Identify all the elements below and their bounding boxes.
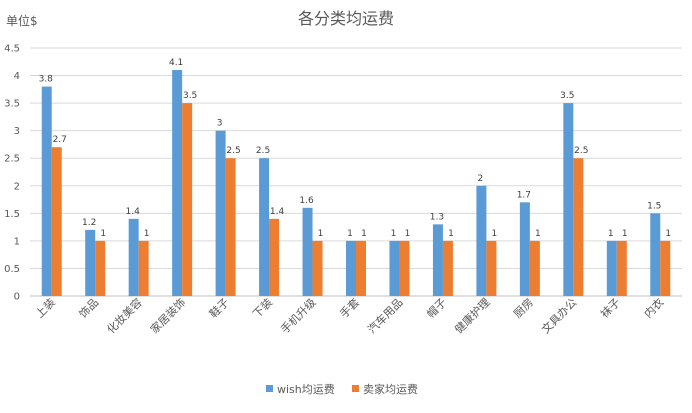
y-axis-unit-label: 单位$: [6, 13, 38, 28]
data-labels: 3.82.71.211.414.13.532.5 2.51.41.61 1 1 1 11.…: [39, 58, 672, 239]
data-label: 1: [391, 229, 397, 239]
bar-wish-13: [606, 240, 617, 296]
bars: [41, 70, 671, 297]
category-label: 文具办公: [538, 295, 579, 336]
data-label: 1: [144, 229, 150, 239]
bar-seller-13: [616, 240, 627, 296]
bar-wish-9: [432, 224, 443, 296]
bar-seller-12: [573, 158, 584, 296]
bar-wish-2: [128, 218, 139, 296]
bar-wish-1: [85, 229, 96, 296]
y-tick-label: 2: [14, 181, 20, 192]
y-tick-label: 4.5: [4, 44, 20, 55]
category-label: 下装: [250, 296, 275, 321]
category-label: 健康护理: [452, 295, 493, 336]
bar-wish-10: [476, 185, 487, 296]
data-label: 1: [665, 229, 671, 239]
category-label: 帽子: [424, 296, 449, 321]
data-label: 1.3: [430, 212, 444, 222]
y-tick-label: 4: [14, 71, 20, 82]
data-label: 3.5: [183, 91, 197, 101]
chart-title: 各分类均运费: [298, 9, 394, 28]
bar-seller-1: [95, 240, 106, 296]
category-label: 上装: [33, 296, 58, 321]
bar-wish-0: [41, 86, 52, 296]
bar-wish-4: [215, 130, 226, 296]
y-tick-label: 3: [14, 126, 20, 137]
data-label: 1: [608, 229, 614, 239]
data-label: 2: [478, 174, 484, 184]
data-label: 2.5: [574, 146, 588, 156]
bar-seller-6: [312, 240, 323, 296]
bar-wish-11: [519, 202, 530, 296]
legend-label: wish均运费: [277, 383, 335, 396]
category-label: 鞋子: [206, 295, 231, 320]
category-label: 手套: [337, 295, 362, 320]
data-label: 4.1: [169, 58, 183, 68]
data-label: 3.5: [560, 91, 574, 101]
bar-seller-11: [529, 240, 540, 296]
legend-swatch: [352, 385, 359, 392]
bar-seller-2: [138, 240, 149, 296]
y-tick-label: 2.5: [4, 154, 20, 165]
category-label: 袜子: [597, 295, 622, 320]
bar-seller-5: [269, 218, 280, 296]
data-label: 1: [535, 229, 541, 239]
bar-wish-3: [172, 70, 183, 297]
category-label: 汽车用品: [365, 295, 406, 336]
category-label: 饰品: [76, 295, 101, 320]
bar-seller-10: [486, 240, 497, 296]
y-tick-label: 1.5: [4, 209, 20, 220]
data-label: 1: [448, 229, 454, 239]
bar-seller-3: [182, 103, 193, 296]
bar-wish-6: [302, 207, 313, 296]
bar-wish-12: [563, 103, 574, 296]
bar-wish-5: [259, 158, 270, 296]
y-tick-label: 0.5: [4, 264, 20, 275]
category-label: 内衣: [641, 295, 666, 320]
data-label: 1: [347, 229, 353, 239]
data-label: 1.6: [299, 196, 314, 206]
data-label: 1.4: [270, 207, 285, 217]
data-label: 1: [361, 229, 367, 239]
data-label: 2.5: [256, 146, 270, 156]
data-label: 2.7: [53, 135, 67, 145]
bar-seller-14: [660, 240, 671, 296]
y-tick-label: 1: [14, 236, 20, 247]
y-axis-ticks: 0 0.5 1 1.5 2 2.5 3 3.5 4 4.5: [4, 44, 20, 303]
data-label: 3.8: [39, 75, 54, 85]
category-labels: 上装 饰品 化妆美容 家居装饰 鞋子 下装 手机升级 手套 汽车用品 帽子 健康护理 厨房 文具办公 袜子…: [33, 295, 666, 336]
data-label: 2.5: [226, 146, 240, 156]
legend-swatch: [266, 385, 273, 392]
legend: wish均运费 卖家均运费: [266, 382, 418, 396]
bar-seller-8: [399, 240, 410, 296]
category-label: 厨房: [511, 296, 536, 321]
bar-wish-7: [346, 240, 356, 296]
data-label: 1: [318, 229, 324, 239]
y-tick-label: 3.5: [4, 99, 20, 110]
bar-wish-8: [389, 240, 400, 296]
data-label: 1: [492, 229, 498, 239]
category-label: 化妆美容: [104, 295, 145, 336]
data-label: 1.5: [647, 201, 661, 211]
legend-label: 卖家均运费: [363, 382, 418, 396]
data-label: 3: [217, 119, 223, 129]
category-label: 家居装饰: [147, 295, 188, 336]
bar-seller-7: [356, 240, 366, 296]
data-label: 1.7: [517, 190, 531, 200]
y-tick-label: 0: [14, 292, 20, 303]
data-label: 1.2: [82, 218, 96, 228]
bar-wish-14: [650, 213, 661, 296]
data-label: 1: [622, 229, 628, 239]
data-label: 1: [405, 229, 411, 239]
bar-seller-9: [442, 240, 453, 296]
bar-seller-0: [51, 147, 62, 296]
data-label: 1: [100, 229, 106, 239]
data-label: 1.4: [126, 207, 141, 217]
bar-seller-4: [225, 158, 236, 296]
category-label: 手机升级: [278, 295, 319, 336]
